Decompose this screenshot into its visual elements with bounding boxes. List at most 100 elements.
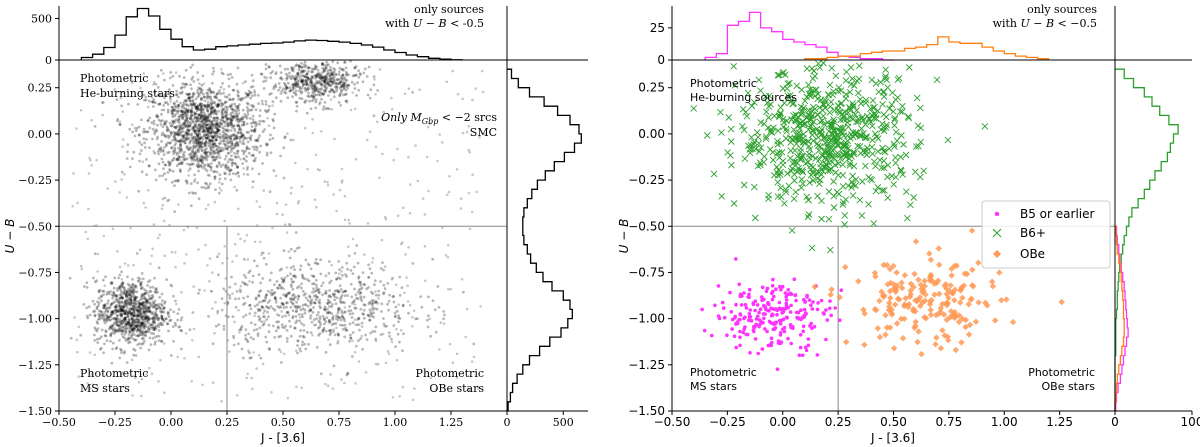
scatter-point xyxy=(223,219,226,223)
scatter-point xyxy=(206,110,210,113)
scatter-point xyxy=(259,281,263,285)
scatter-point-b6 xyxy=(907,201,914,209)
scatter-point xyxy=(89,158,92,162)
scatter-point xyxy=(158,174,162,178)
scatter-point xyxy=(272,169,276,173)
scatter-point xyxy=(237,119,241,122)
scatter-point xyxy=(177,158,181,162)
scatter-point xyxy=(189,182,193,186)
scatter-point xyxy=(323,180,327,183)
scatter-point xyxy=(227,117,230,121)
scatter-point xyxy=(219,68,223,71)
scatter-point xyxy=(226,124,230,128)
scatter-point-b6 xyxy=(904,214,911,222)
scatter-point xyxy=(200,149,204,153)
scatter-point xyxy=(377,289,381,293)
scatter-point xyxy=(221,136,224,139)
scatter-point xyxy=(130,290,134,294)
scatter-point xyxy=(331,60,335,64)
scatter-point xyxy=(239,128,243,132)
scatter-point xyxy=(120,348,123,352)
scatter-point xyxy=(244,91,248,95)
scatter-point xyxy=(339,104,343,107)
scatter-point xyxy=(153,168,157,172)
scatter-point xyxy=(221,82,225,85)
scatter-point-b5 xyxy=(801,324,806,329)
scatter-point xyxy=(197,86,201,90)
scatter-point xyxy=(195,155,199,158)
scatter-point xyxy=(225,136,229,139)
scatter-point-b6 xyxy=(769,156,777,164)
scatter-point xyxy=(298,334,302,338)
scatter-point xyxy=(249,129,253,132)
scatter-point xyxy=(395,327,398,331)
scatter-point xyxy=(306,88,310,92)
scatter-point xyxy=(321,76,325,80)
scatter-point-b6 xyxy=(879,100,886,108)
scatter-point xyxy=(251,118,255,121)
scatter-point xyxy=(328,343,332,347)
scatter-point xyxy=(93,125,97,128)
scatter-point xyxy=(147,294,151,298)
scatter-point xyxy=(182,154,186,158)
scatter-point xyxy=(198,132,201,135)
scatter-point xyxy=(335,73,338,76)
scatter-point xyxy=(314,100,318,104)
y-tick-label: −0.50 xyxy=(18,220,52,233)
scatter-point xyxy=(236,171,240,175)
scatter-point xyxy=(208,87,212,90)
scatter-point xyxy=(131,295,134,299)
scatter-point xyxy=(211,136,215,140)
scatter-point xyxy=(179,318,183,322)
scatter-point xyxy=(357,69,360,73)
scatter-point xyxy=(206,120,209,123)
scatter-point xyxy=(232,134,236,137)
scatter-point xyxy=(398,275,402,279)
scatter-point xyxy=(162,72,165,75)
scatter-point xyxy=(357,276,360,280)
scatter-point xyxy=(93,333,96,337)
scatter-point xyxy=(397,320,400,324)
scatter-point xyxy=(151,100,155,104)
scatter-point xyxy=(201,137,205,141)
scatter-point-b5 xyxy=(785,316,789,320)
scatter-point-b6 xyxy=(763,108,770,116)
scatter-point-b6 xyxy=(870,158,878,166)
scatter-point xyxy=(185,92,189,96)
scatter-point xyxy=(352,265,356,269)
scatter-point xyxy=(199,116,203,120)
scatter-point xyxy=(79,333,83,337)
scatter-point xyxy=(210,155,214,159)
scatter-point xyxy=(106,299,110,302)
scatter-point xyxy=(180,161,184,165)
scatter-point xyxy=(221,134,225,137)
scatter-point xyxy=(359,307,363,311)
scatter-point xyxy=(307,69,310,73)
scatter-point xyxy=(151,293,154,297)
scatter-point xyxy=(237,131,241,135)
scatter-point xyxy=(235,394,239,397)
scatter-point-b6 xyxy=(920,167,928,175)
scatter-point xyxy=(235,118,239,122)
scatter-point xyxy=(394,305,398,309)
scatter-point xyxy=(279,76,283,79)
scatter-point xyxy=(306,77,310,80)
scatter-point xyxy=(394,345,397,348)
scatter-point xyxy=(193,177,197,181)
left-right-histogram xyxy=(507,68,582,412)
y-tick-label: −0.25 xyxy=(18,174,52,187)
left-scatter-points xyxy=(68,59,486,403)
scatter-point xyxy=(112,286,116,290)
scatter-point xyxy=(337,82,340,85)
scatter-point xyxy=(197,291,200,295)
scatter-point-b5 xyxy=(776,341,781,345)
scatter-point xyxy=(282,146,286,150)
scatter-point-b5 xyxy=(769,321,773,325)
scatter-point xyxy=(402,332,405,336)
scatter-point xyxy=(261,162,264,165)
scatter-point xyxy=(237,98,241,101)
scatter-point xyxy=(200,114,203,118)
scatter-point xyxy=(137,309,140,313)
scatter-point xyxy=(163,254,166,257)
scatter-point xyxy=(189,163,193,167)
